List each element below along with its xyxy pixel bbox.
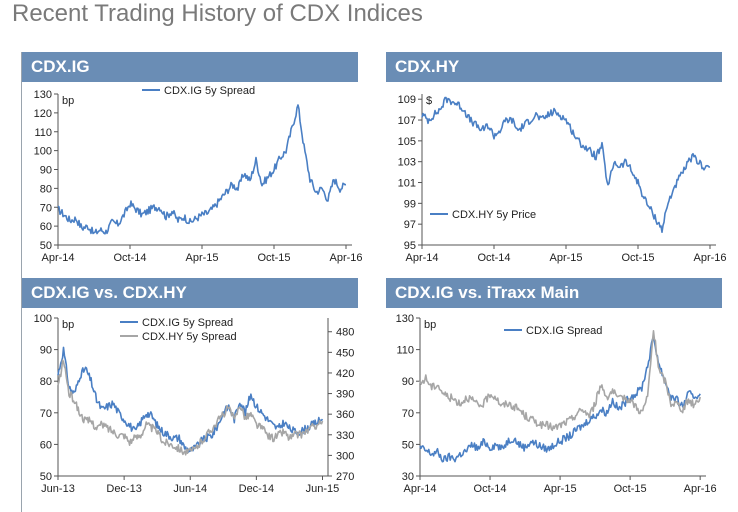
unit-label: bp <box>62 95 74 107</box>
legend-label-1: CDX.HY 5y Spread <box>142 331 237 343</box>
series-line-0 <box>419 337 701 463</box>
chart-ig-vs-hy: 50 60 70 80 90 100 270 300 330 360 390 420 450 480 Jun… <box>34 313 355 495</box>
chart-cdxhy: 95 97 99 101 103 105 107 109 Apr-14 Oct-14 Apr-15 O… <box>398 94 727 264</box>
y-tick-label: 101 <box>398 178 416 190</box>
legend-label-0: CDX.IG Spread <box>526 325 602 337</box>
panel-title: CDX.HY <box>386 52 722 82</box>
y-tick-label: 30 <box>402 471 414 483</box>
y-tick-label: 99 <box>404 198 416 210</box>
chart-ig-vs-itraxx: 30 50 70 90 110 130 Apr-14 Oct-14 Apr-15 Oct-15 Ap… <box>396 313 717 495</box>
y-tick-label: 90 <box>40 165 52 177</box>
panel-title: CDX.IG vs. CDX.HY <box>22 278 358 308</box>
x-tick-label: Oct-14 <box>477 252 510 264</box>
y-tick-label: 60 <box>40 439 52 451</box>
x-tick-label: Jun-14 <box>173 483 207 495</box>
x-tick-label: Apr-15 <box>185 252 218 264</box>
x-tick-label: Dec-13 <box>106 483 141 495</box>
y-tick-label: 110 <box>396 345 414 357</box>
panel-title: CDX.IG <box>22 52 358 82</box>
y-tick-label: 105 <box>398 136 416 148</box>
y2-tick-label: 480 <box>336 327 354 339</box>
y2-tick-label: 330 <box>336 430 354 442</box>
y-tick-label: 80 <box>40 376 52 388</box>
x-tick-label: Jun-13 <box>41 483 75 495</box>
y-tick-label: 70 <box>402 408 414 420</box>
y-tick-label: 103 <box>398 157 416 169</box>
page-title: Recent Trading History of CDX Indices <box>12 0 423 27</box>
unit-label: bp <box>62 319 74 331</box>
y-tick-label: 107 <box>398 115 416 127</box>
x-tick-label: Apr-14 <box>403 483 436 495</box>
y-tick-label: 80 <box>40 183 52 195</box>
y-tick-label: 109 <box>398 94 416 106</box>
x-tick-label: Oct-15 <box>621 252 654 264</box>
page-divider-line <box>21 52 22 512</box>
y2-tick-label: 360 <box>336 409 354 421</box>
y-tick-label: 90 <box>402 376 414 388</box>
x-tick-label: Apr-14 <box>41 252 74 264</box>
panel-cdxhy: CDX.HY 95 97 99 101 103 105 107 109 Apr-14 Oct-14… <box>386 52 727 272</box>
y-tick-label: 50 <box>402 439 414 451</box>
unit-label: $ <box>426 95 432 107</box>
y-tick-label: 60 <box>40 221 52 233</box>
y-tick-label: 90 <box>40 345 52 357</box>
y-tick-label: 50 <box>40 471 52 483</box>
y-tick-label: 70 <box>40 202 52 214</box>
panel-ig-vs-itraxx: CDX.IG vs. iTraxx Main 30 50 70 90 110 130 Apr… <box>386 278 722 512</box>
legend-label-0: CDX.HY 5y Price <box>452 209 536 221</box>
series-line-1 <box>57 359 324 456</box>
panel-title: CDX.IG vs. iTraxx Main <box>386 278 722 308</box>
y2-tick-label: 390 <box>336 389 354 401</box>
y-tick-label: 130 <box>396 313 414 325</box>
x-tick-label: Oct-15 <box>257 252 290 264</box>
series-line-0 <box>57 346 324 453</box>
x-tick-label: Oct-14 <box>113 252 146 264</box>
y-tick-label: 100 <box>34 146 52 158</box>
y2-tick-label: 270 <box>336 471 354 483</box>
y-tick-label: 95 <box>404 240 416 252</box>
x-tick-label: Oct-14 <box>474 483 507 495</box>
y-tick-label: 130 <box>34 89 52 101</box>
x-tick-label: Apr-16 <box>693 252 726 264</box>
y2-tick-label: 300 <box>336 450 354 462</box>
x-tick-label: Jun-15 <box>306 483 340 495</box>
y2-tick-label: 420 <box>336 368 354 380</box>
y2-tick-label: 450 <box>336 347 354 359</box>
legend-label-0: CDX.IG 5y Spread <box>142 317 233 329</box>
series-line-1 <box>419 330 701 432</box>
legend-label-0: CDX.IG 5y Spread <box>164 85 255 97</box>
x-tick-label: Dec-14 <box>239 483 274 495</box>
y-tick-label: 70 <box>40 408 52 420</box>
panel-ig-vs-hy: CDX.IG vs. CDX.HY 50 60 70 80 90 100 270 300 330… <box>22 278 358 512</box>
x-tick-label: Oct-15 <box>614 483 647 495</box>
series-line-0 <box>57 104 347 235</box>
chart-cdxig: 50 60 70 80 90 100 110 120 130 Apr-14 Oct-14 Apr-15… <box>34 85 363 264</box>
x-tick-label: Apr-15 <box>544 483 577 495</box>
x-tick-label: Apr-16 <box>684 483 717 495</box>
x-tick-label: Apr-16 <box>329 252 362 264</box>
series-line-0 <box>421 96 711 233</box>
x-tick-label: Apr-15 <box>549 252 582 264</box>
y-tick-label: 97 <box>404 219 416 231</box>
panel-cdxig: CDX.IG 50 60 70 80 90 100 110 120 130 Apr-14 Oct-1… <box>22 52 363 272</box>
x-tick-label: Apr-14 <box>405 252 438 264</box>
unit-label: bp <box>424 319 436 331</box>
y-tick-label: 50 <box>40 240 52 252</box>
y-tick-label: 110 <box>34 127 52 139</box>
y-tick-label: 100 <box>34 313 52 325</box>
y-tick-label: 120 <box>34 108 52 120</box>
